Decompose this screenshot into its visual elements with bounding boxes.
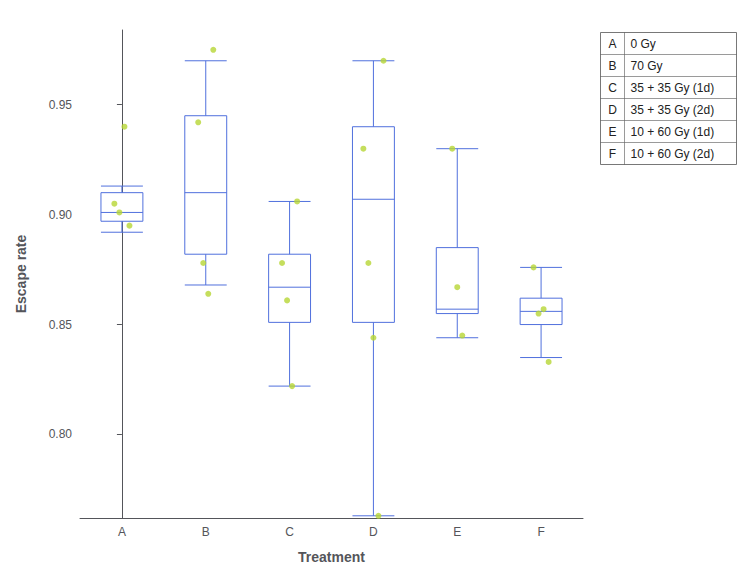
svg-text:10 + 60 Gy (1d): 10 + 60 Gy (1d): [631, 125, 715, 139]
svg-text:0.85: 0.85: [49, 318, 73, 332]
svg-text:Treatment: Treatment: [298, 549, 365, 565]
svg-text:A: A: [608, 37, 616, 51]
svg-text:D: D: [608, 103, 617, 117]
svg-text:E: E: [453, 525, 461, 539]
svg-text:70 Gy: 70 Gy: [631, 59, 663, 73]
svg-text:35 + 35 Gy (1d): 35 + 35 Gy (1d): [631, 81, 715, 95]
svg-text:35 + 35 Gy (2d): 35 + 35 Gy (2d): [631, 103, 715, 117]
svg-text:F: F: [537, 525, 544, 539]
svg-text:0.80: 0.80: [49, 427, 73, 441]
svg-text:0.90: 0.90: [49, 208, 73, 222]
svg-text:10 + 60 Gy (2d): 10 + 60 Gy (2d): [631, 147, 715, 161]
svg-text:0.95: 0.95: [49, 98, 73, 112]
svg-text:F: F: [609, 147, 616, 161]
svg-text:0 Gy: 0 Gy: [631, 37, 656, 51]
svg-text:C: C: [608, 81, 617, 95]
svg-text:B: B: [202, 525, 210, 539]
svg-text:C: C: [285, 525, 294, 539]
svg-text:E: E: [608, 125, 616, 139]
svg-text:B: B: [608, 59, 616, 73]
svg-text:A: A: [118, 525, 126, 539]
svg-text:D: D: [369, 525, 378, 539]
svg-text:Escape rate: Escape rate: [13, 234, 29, 313]
